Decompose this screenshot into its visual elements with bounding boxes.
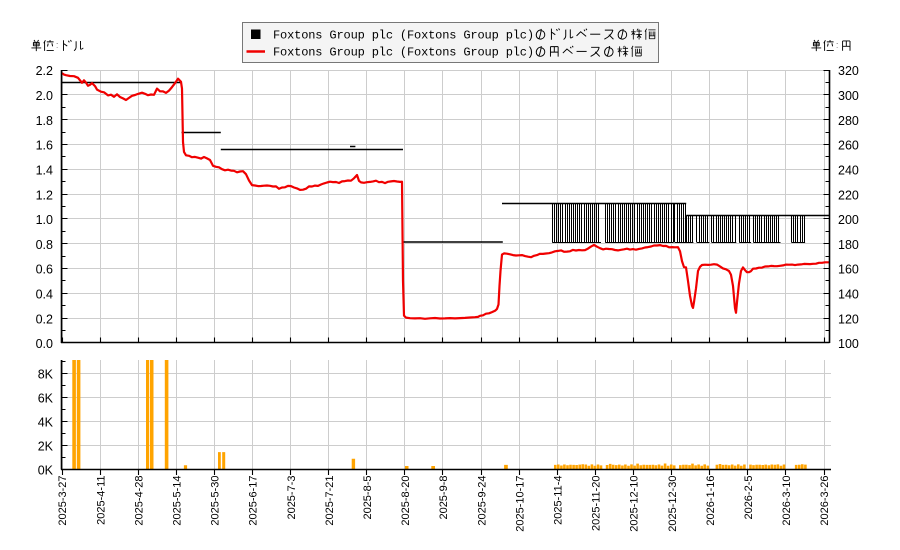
- svg-text:200: 200: [838, 213, 859, 227]
- svg-text:8K: 8K: [38, 367, 54, 381]
- svg-text:0.2: 0.2: [36, 312, 53, 326]
- svg-text:Foxtons Group plc (Foxtons Gro: Foxtons Group plc (Foxtons Group plc): [273, 29, 534, 43]
- svg-text:1.0: 1.0: [36, 213, 53, 227]
- svg-text:2025-7-21: 2025-7-21: [324, 476, 336, 526]
- svg-text:6K: 6K: [38, 391, 54, 405]
- svg-text:2.2: 2.2: [36, 64, 53, 78]
- svg-text:2026-2-5: 2026-2-5: [743, 476, 755, 520]
- svg-text:1.6: 1.6: [36, 139, 53, 153]
- svg-text:0K: 0K: [38, 464, 54, 478]
- svg-text:140: 140: [838, 288, 859, 302]
- svg-text:2025-6-17: 2025-6-17: [248, 476, 260, 526]
- svg-text:2025-10-17: 2025-10-17: [514, 476, 526, 532]
- svg-text:2025-3-27: 2025-3-27: [57, 476, 69, 526]
- svg-text:280: 280: [838, 114, 859, 128]
- svg-text:2.0: 2.0: [36, 89, 53, 103]
- svg-text:2025-5-30: 2025-5-30: [210, 476, 222, 526]
- svg-text:2025-11-4: 2025-11-4: [553, 476, 565, 525]
- svg-text:100: 100: [838, 337, 859, 351]
- svg-text:2025-8-20: 2025-8-20: [400, 476, 412, 526]
- svg-text:0.6: 0.6: [36, 263, 53, 277]
- svg-text:1.8: 1.8: [36, 114, 53, 128]
- svg-text:2025-5-14: 2025-5-14: [172, 476, 184, 526]
- svg-text:1.2: 1.2: [36, 188, 53, 202]
- svg-text:2025-4-11: 2025-4-11: [95, 476, 107, 525]
- svg-text:260: 260: [838, 139, 859, 153]
- svg-text:2025-12-30: 2025-12-30: [667, 476, 679, 532]
- svg-text:2025-11-20: 2025-11-20: [591, 476, 603, 531]
- svg-text:240: 240: [838, 164, 859, 178]
- svg-text:2025-7-3: 2025-7-3: [286, 476, 298, 520]
- svg-text:4K: 4K: [38, 416, 54, 430]
- svg-text:180: 180: [838, 238, 859, 252]
- svg-text:320: 320: [838, 64, 859, 78]
- svg-text:2025-9-8: 2025-9-8: [438, 476, 450, 520]
- svg-text:2025-12-10: 2025-12-10: [629, 476, 641, 532]
- svg-text:2025-9-24: 2025-9-24: [476, 476, 488, 526]
- svg-text:2026-3-26: 2026-3-26: [819, 476, 831, 526]
- svg-text:1.4: 1.4: [36, 164, 53, 178]
- svg-text:300: 300: [838, 89, 859, 103]
- svg-text:2025-8-5: 2025-8-5: [362, 476, 374, 520]
- svg-text:2K: 2K: [38, 440, 54, 454]
- svg-text:Foxtons Group plc (Foxtons Gro: Foxtons Group plc (Foxtons Group plc): [273, 46, 534, 60]
- svg-text:120: 120: [838, 312, 859, 326]
- svg-text:0.4: 0.4: [36, 288, 53, 302]
- svg-text:2026-3-10: 2026-3-10: [781, 476, 793, 526]
- svg-text:0.8: 0.8: [36, 238, 53, 252]
- svg-text:160: 160: [838, 263, 859, 277]
- svg-text:0.0: 0.0: [36, 337, 53, 351]
- svg-text:220: 220: [838, 188, 859, 202]
- svg-text:2025-4-28: 2025-4-28: [133, 476, 145, 526]
- svg-text:2026-1-16: 2026-1-16: [705, 476, 717, 526]
